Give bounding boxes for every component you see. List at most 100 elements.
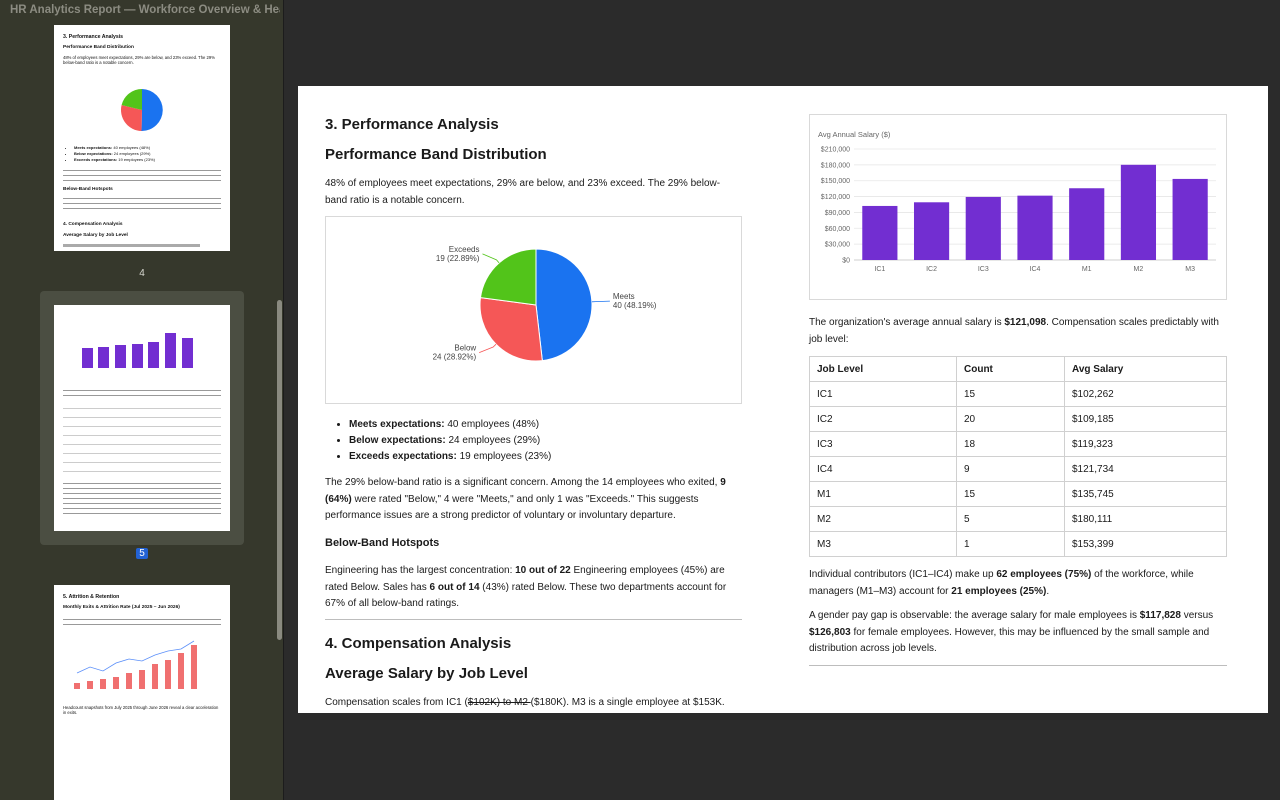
thumbnail-sidebar: HR Analytics Report — Workforce Overview… bbox=[0, 0, 284, 800]
thumb-chart-title: Monthly Exits & Attrition Rate (Jul 2025… bbox=[63, 605, 180, 610]
salary-bar-chart: Avg Annual Salary ($) $0 $30,000 $60,000 $90… bbox=[818, 130, 1216, 273]
section-title-performance: 3. Performance Analysis bbox=[325, 116, 499, 133]
table-row: IC2 20 $109,185 bbox=[809, 406, 1227, 432]
y-tick-label: $150,000 bbox=[821, 178, 850, 185]
bar-m1 bbox=[1069, 188, 1105, 260]
bar-ic4 bbox=[1017, 195, 1053, 260]
below-band-hotspots-heading: Below-Band Hotspots bbox=[325, 537, 440, 549]
window-title: HR Analytics Report — Workforce Overview… bbox=[10, 4, 280, 16]
page-number-5: 5 bbox=[0, 548, 283, 559]
table-row: M1 15 $135,745 bbox=[809, 481, 1227, 507]
chart-title-salary: Average Salary by Job Level bbox=[325, 665, 528, 682]
gender-pay-gap-paragraph: A gender pay gap is observable: the aver… bbox=[809, 610, 1214, 654]
chart-title-performance: Performance Band Distribution bbox=[325, 146, 547, 163]
bar-chart-container: Avg Annual Salary ($) $0 $30,000 $60,000 $90… bbox=[809, 114, 1227, 300]
compensation-summary: Compensation scales from IC1 ($102K) to … bbox=[325, 697, 725, 708]
section-title-compensation: 4. Compensation Analysis bbox=[325, 635, 512, 652]
thumb-comp-section: 4. Compensation Analysis bbox=[63, 222, 123, 227]
cell-avg-salary: $109,185 bbox=[1064, 406, 1227, 432]
page-thumbnail-4[interactable]: 3. Performance Analysis Performance Band… bbox=[54, 25, 230, 251]
cell-avg-salary: $153,399 bbox=[1064, 531, 1227, 557]
cell-job-level: IC1 bbox=[809, 381, 957, 407]
x-tick-label: IC4 bbox=[1030, 266, 1041, 273]
thumb-combo-chart bbox=[74, 640, 197, 689]
bar-chart-ylabel: Avg Annual Salary ($) bbox=[818, 130, 891, 139]
pie-slice-below bbox=[479, 297, 543, 362]
bar-ic2 bbox=[913, 202, 950, 260]
average-salary-paragraph: The organization's average annual salary… bbox=[809, 317, 1219, 345]
table-row: M2 5 $180,111 bbox=[809, 506, 1227, 532]
cell-job-level: M3 bbox=[809, 531, 957, 557]
pie-label-exceeds: Exceeds bbox=[449, 245, 480, 254]
pie-slice-meets bbox=[535, 248, 593, 362]
header-job-level: Job Level bbox=[809, 356, 957, 382]
cell-count: 15 bbox=[956, 381, 1065, 407]
pie-slice-exceeds bbox=[479, 248, 537, 306]
cell-job-level: IC4 bbox=[809, 456, 957, 482]
sidebar-scrollbar[interactable] bbox=[277, 300, 282, 640]
thumb-intro: 48% of employees meet expectations, 29% … bbox=[63, 55, 215, 66]
cell-job-level: IC3 bbox=[809, 431, 957, 457]
thumb-section-title: 5. Attrition & Retention bbox=[63, 594, 120, 600]
x-tick-label: IC1 bbox=[874, 266, 885, 273]
table-header-row: Job Level Count Avg Salary bbox=[809, 356, 1227, 382]
cell-avg-salary: $119,323 bbox=[1064, 431, 1227, 457]
cell-count: 15 bbox=[956, 481, 1065, 507]
thumb-footer-text: Headcount snapshots from July 2025 throu… bbox=[63, 705, 219, 716]
page-number-4: 4 bbox=[139, 268, 145, 279]
section-divider bbox=[809, 665, 1227, 666]
salary-table: Job Level Count Avg Salary IC1 15 $102,262… bbox=[809, 356, 1227, 557]
pie-label-meets-line bbox=[591, 300, 610, 303]
ic-manager-paragraph: Individual contributors (IC1–IC4) make u… bbox=[809, 569, 1194, 597]
bullet-exceeds: Exceeds expectations: 19 employees (23%) bbox=[349, 449, 551, 465]
y-tick-label: $90,000 bbox=[825, 210, 850, 217]
x-tick-label: IC2 bbox=[926, 266, 937, 273]
thumb-text-lines bbox=[63, 481, 221, 514]
hotspots-paragraph: Engineering has the largest concentratio… bbox=[325, 565, 727, 609]
pie-label-meets-value: 40 (48.19%) bbox=[613, 301, 657, 310]
thumb-text-lines bbox=[63, 617, 221, 627]
bar-m3 bbox=[1172, 178, 1208, 260]
thumb-table bbox=[63, 401, 221, 473]
pie-label-meets: Meets bbox=[613, 292, 635, 301]
cell-count: 20 bbox=[956, 406, 1065, 432]
performance-intro: 48% of employees meet expectations, 29% … bbox=[325, 178, 721, 206]
thumb-text-line bbox=[63, 244, 200, 247]
bar-m2 bbox=[1120, 164, 1157, 260]
table-row: IC1 15 $102,262 bbox=[809, 381, 1227, 407]
x-tick-label: M1 bbox=[1082, 266, 1092, 273]
bullet-below: Below expectations: 24 employees (29%) bbox=[349, 433, 551, 449]
pie-label-exceeds-value: 19 (22.89%) bbox=[436, 254, 480, 263]
cell-count: 1 bbox=[956, 531, 1065, 557]
thumb-comp-heading: Average Salary by Job Level bbox=[63, 233, 128, 238]
page-thumbnail-6[interactable]: 5. Attrition & Retention Monthly Exits &… bbox=[54, 585, 230, 800]
x-tick-label: M3 bbox=[1185, 266, 1195, 273]
thumb-pie-chart bbox=[120, 89, 163, 132]
y-tick-label: $180,000 bbox=[821, 162, 850, 169]
cell-avg-salary: $180,111 bbox=[1064, 506, 1227, 532]
x-tick-label: M2 bbox=[1134, 266, 1144, 273]
cell-job-level: M2 bbox=[809, 506, 957, 532]
thumb-section-title: 3. Performance Analysis bbox=[63, 34, 124, 40]
cell-avg-salary: $135,745 bbox=[1064, 481, 1227, 507]
thumb-text-lines bbox=[63, 168, 221, 182]
y-tick-label: $120,000 bbox=[821, 194, 850, 201]
thumb-hotspots: Below-Band Hotspots bbox=[63, 187, 113, 192]
table-row: IC4 9 $121,734 bbox=[809, 456, 1227, 482]
thumb-bar-chart bbox=[82, 333, 193, 368]
page-thumbnail-5[interactable] bbox=[54, 305, 230, 531]
exit-analysis-paragraph: The 29% below-band ratio is a significan… bbox=[325, 477, 726, 521]
pie-label-below-line bbox=[479, 343, 497, 353]
cell-count: 5 bbox=[956, 506, 1065, 532]
cell-avg-salary: $102,262 bbox=[1064, 381, 1227, 407]
y-tick-label: $60,000 bbox=[825, 226, 850, 233]
x-tick-label: IC3 bbox=[978, 266, 989, 273]
document-page: 3. Performance Analysis Performance Band… bbox=[298, 86, 1268, 713]
section-divider bbox=[325, 619, 742, 620]
bullet-meets: Meets expectations: 40 employees (48%) bbox=[349, 417, 551, 433]
pie-label-below: Below bbox=[454, 344, 476, 353]
thumb-bullets: Meets expectations: 40 employees (48%) B… bbox=[68, 145, 155, 163]
pie-label-below-value: 24 (28.92%) bbox=[433, 353, 477, 362]
thumb-text-lines bbox=[63, 388, 221, 396]
